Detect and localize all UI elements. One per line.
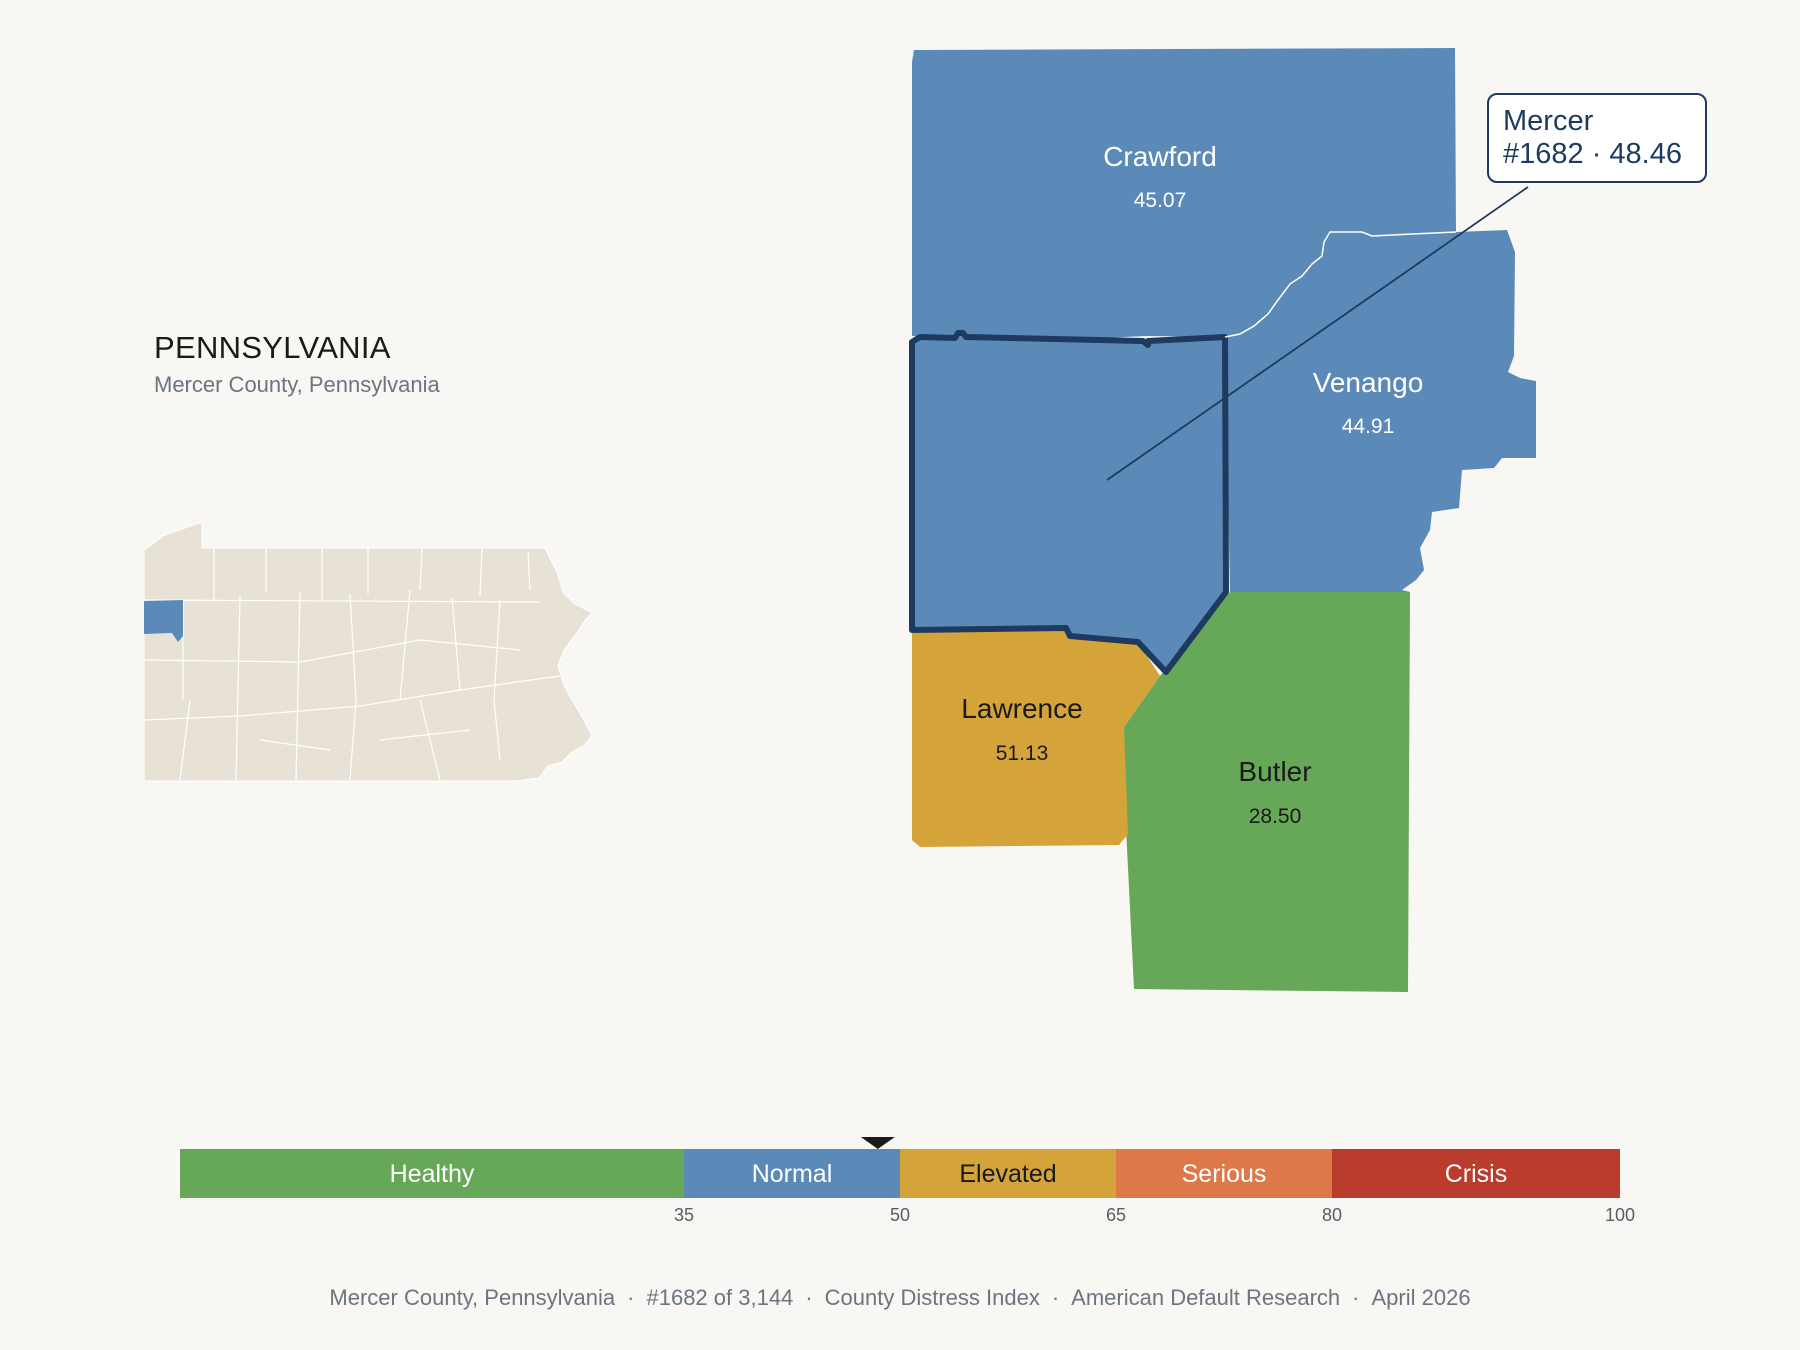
county-border [399, 589, 411, 701]
county-border [179, 699, 191, 781]
label-crawford-score: 45.07 [1134, 189, 1187, 212]
legend-tick-label: 35 [674, 1205, 694, 1225]
label-butler-score: 28.50 [1249, 805, 1302, 828]
county-border-line [1224, 231, 1457, 338]
county-border [419, 639, 521, 651]
legend-tick-label: 80 [1322, 1205, 1342, 1225]
county-border [419, 547, 423, 591]
label-butler-name: Butler [1238, 756, 1311, 787]
label-lawrence-score: 51.13 [996, 742, 1049, 765]
legend-tick-label: 50 [890, 1205, 910, 1225]
county-border [259, 739, 331, 751]
footer-separator: · [1051, 1285, 1060, 1310]
footer-caption: Mercer County, Pennsylvania · #1682 of 3,1… [0, 1285, 1800, 1311]
footer-source: American Default Research [1071, 1285, 1341, 1310]
label-lawrence-name: Lawrence [961, 693, 1082, 724]
legend-band-label: Elevated [959, 1160, 1056, 1188]
legend-tick-label: 100 [1605, 1205, 1635, 1225]
county-border [235, 595, 241, 781]
callout-rank-score: #1682 · 48.46 [1503, 138, 1682, 170]
legend-band-elevated [900, 1149, 1116, 1198]
footer-separator: · [1352, 1285, 1360, 1310]
county-callout: Mercer #1682 · 48.46 [1487, 93, 1707, 183]
footer-index-name: County Distress Index [824, 1285, 1040, 1310]
label-venango-name: Venango [1313, 367, 1424, 398]
legend-band-normal [684, 1149, 900, 1198]
county-border [479, 547, 483, 597]
county-border [295, 591, 301, 781]
county-border [493, 599, 501, 701]
legend-band-serious [1116, 1149, 1332, 1198]
county-butler[interactable] [1124, 592, 1410, 992]
label-crawford-name: Crawford [1103, 141, 1217, 172]
footer-separator: · [805, 1285, 813, 1310]
callout-leader-line [1106, 186, 1529, 481]
legend-band-label: Healthy [390, 1160, 475, 1188]
legend-marker-icon [860, 1137, 895, 1149]
county-border [527, 551, 531, 591]
county-border [143, 715, 241, 721]
county-border [143, 659, 301, 663]
county-border [359, 689, 461, 707]
label-venango-score: 44.91 [1342, 415, 1395, 438]
county-border [379, 729, 471, 741]
state-title: PENNSYLVANIA [154, 330, 391, 365]
county-border [239, 705, 361, 717]
county-border [459, 675, 561, 691]
legend-band-label: Normal [752, 1160, 833, 1188]
county-lawrence[interactable] [912, 628, 1160, 847]
county-mercer[interactable] [909, 330, 1229, 675]
county-borders [143, 547, 561, 781]
state-locator-map [143, 521, 593, 782]
footer-separator: · [627, 1285, 635, 1310]
legend-band-crisis [1332, 1149, 1620, 1198]
footer-date: April 2026 [1371, 1285, 1471, 1310]
county-border [143, 599, 541, 603]
county-venango[interactable] [1225, 230, 1536, 592]
legend-band-label: Crisis [1445, 1160, 1508, 1188]
legend-band-label: Serious [1182, 1160, 1267, 1188]
footer-rank: #1682 of 3,144 [646, 1285, 794, 1310]
callout-county-name: Mercer [1503, 105, 1594, 137]
county-border [349, 699, 357, 781]
county-border [419, 699, 441, 781]
county-map [909, 48, 1536, 992]
legend-band-healthy [180, 1149, 684, 1198]
county-subtitle: Mercer County, Pennsylvania [154, 372, 440, 397]
county-crawford[interactable] [912, 48, 1456, 339]
locator-mercer-highlight [144, 600, 183, 642]
county-border [493, 699, 501, 761]
distress-legend: Healthy Normal Elevated Serious Crisis 35 50 65… [180, 1137, 1635, 1225]
footer-county: Mercer County, Pennsylvania [329, 1285, 616, 1310]
legend-tick-label: 65 [1106, 1205, 1126, 1225]
county-labels: Crawford 45.07 Venango 44.91 Lawrence 51… [961, 141, 1423, 828]
county-border [349, 593, 357, 701]
county-border [299, 639, 421, 663]
